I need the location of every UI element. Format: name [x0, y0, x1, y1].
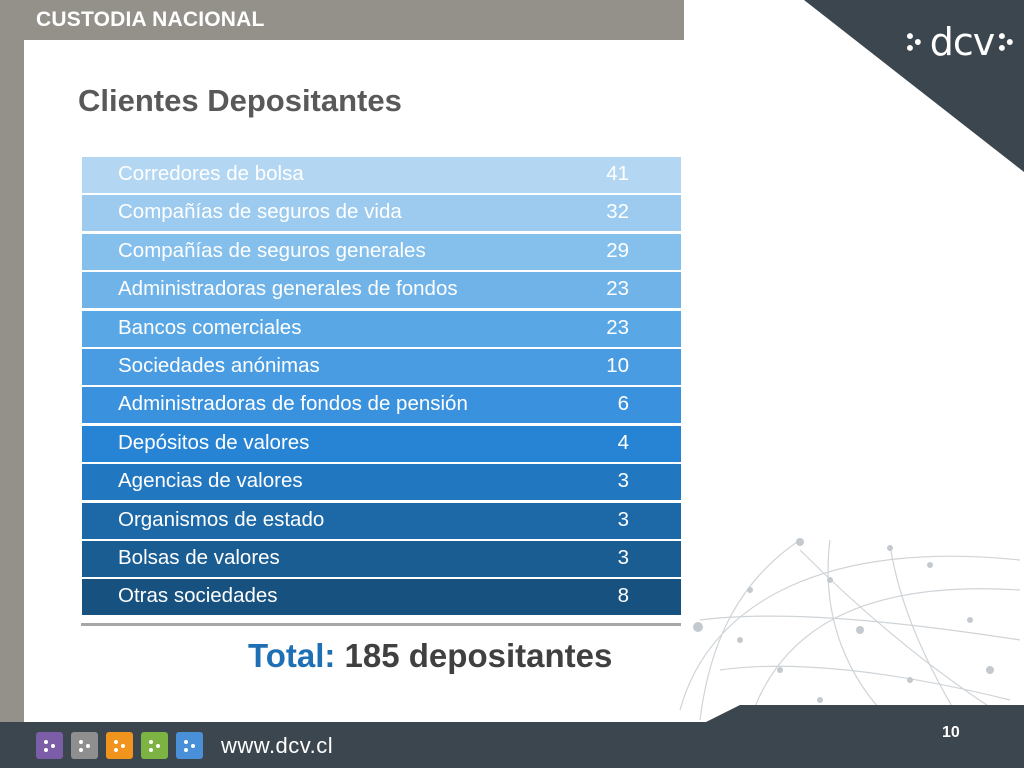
dots-glyph-icon: [183, 739, 195, 752]
table-row: Agencias de valores 3: [82, 464, 681, 501]
table-row: Depósitos de valores 4: [82, 425, 681, 462]
blue-dots-icon[interactable]: [176, 732, 203, 759]
row-label: Compañías de seguros de vida: [118, 200, 402, 224]
row-label: Administradoras de fondos de pensión: [118, 392, 468, 416]
purple-dots-icon[interactable]: [36, 732, 63, 759]
row-label: Sociedades anónimas: [118, 353, 320, 377]
table-row: Otras sociedades 8: [82, 579, 681, 616]
table-row: Administradoras generales de fondos 23: [82, 272, 681, 309]
gray-dots-icon[interactable]: [71, 732, 98, 759]
logo-dots-icon: [906, 33, 921, 51]
row-value: 32: [606, 200, 629, 224]
row-value: 29: [606, 238, 629, 262]
dots-glyph-icon: [113, 739, 125, 752]
row-label: Bolsas de valores: [118, 545, 280, 569]
row-value: 4: [617, 430, 629, 454]
header-band: [0, 0, 684, 40]
left-decor-bar: [0, 0, 24, 722]
dots-glyph-icon: [78, 739, 90, 752]
total-value: 185 depositantes: [344, 637, 613, 674]
orange-dots-icon[interactable]: [106, 732, 133, 759]
row-label: Organismos de estado: [118, 507, 325, 531]
green-dots-icon[interactable]: [141, 732, 168, 759]
table-divider: [81, 623, 681, 626]
footer-bar: [0, 722, 1024, 768]
table-row: Compañías de seguros de vida 32: [82, 195, 681, 232]
row-label: Otras sociedades: [118, 584, 278, 608]
row-value: 23: [606, 315, 629, 339]
row-label: Compañías de seguros generales: [118, 238, 426, 262]
row-label: Corredores de bolsa: [118, 162, 304, 185]
table-row: Administradoras de fondos de pensión 6: [82, 387, 681, 424]
globe-network-decor: [679, 538, 1021, 720]
row-value: 3: [617, 507, 629, 531]
corner-decor: [804, 0, 1024, 172]
table-row: Organismos de estado 3: [82, 502, 681, 539]
row-value: 41: [606, 162, 629, 185]
logo-text: dcv: [929, 20, 996, 64]
table-row: Bancos comerciales 23: [82, 310, 681, 347]
dcv-logo: dcv: [906, 20, 1016, 64]
row-value: 3: [617, 545, 629, 569]
total-line: Total: 185 depositantes: [248, 637, 612, 675]
row-label: Agencias de valores: [118, 469, 303, 493]
footer-url[interactable]: www.dcv.cl: [221, 733, 334, 758]
table-row: Compañías de seguros generales 29: [82, 233, 681, 270]
total-label: Total:: [248, 637, 336, 674]
table-row: Sociedades anónimas 10: [82, 348, 681, 385]
logo-dots-right-icon: [999, 33, 1014, 51]
row-value: 23: [606, 277, 629, 301]
row-value: 6: [617, 392, 629, 416]
row-value: 8: [617, 584, 629, 608]
row-label: Bancos comerciales: [118, 315, 302, 339]
dots-glyph-icon: [148, 739, 160, 752]
footer-notch: [700, 705, 1024, 725]
dots-glyph-icon: [43, 739, 55, 752]
row-value: 10: [606, 353, 629, 377]
row-value: 3: [617, 469, 629, 493]
row-label: Depósitos de valores: [118, 430, 310, 454]
table-row: Corredores de bolsa 41: [82, 157, 681, 193]
page-number: 10: [942, 724, 960, 741]
row-label: Administradoras generales de fondos: [118, 277, 458, 301]
depositors-table: Corredores de bolsa 41 Compañías de seguro…: [82, 157, 681, 618]
page-title: Clientes Depositantes: [78, 83, 402, 118]
section-title: CUSTODIA NACIONAL: [36, 8, 265, 31]
footer-icons: [36, 732, 203, 759]
table-row: Bolsas de valores 3: [82, 540, 681, 577]
